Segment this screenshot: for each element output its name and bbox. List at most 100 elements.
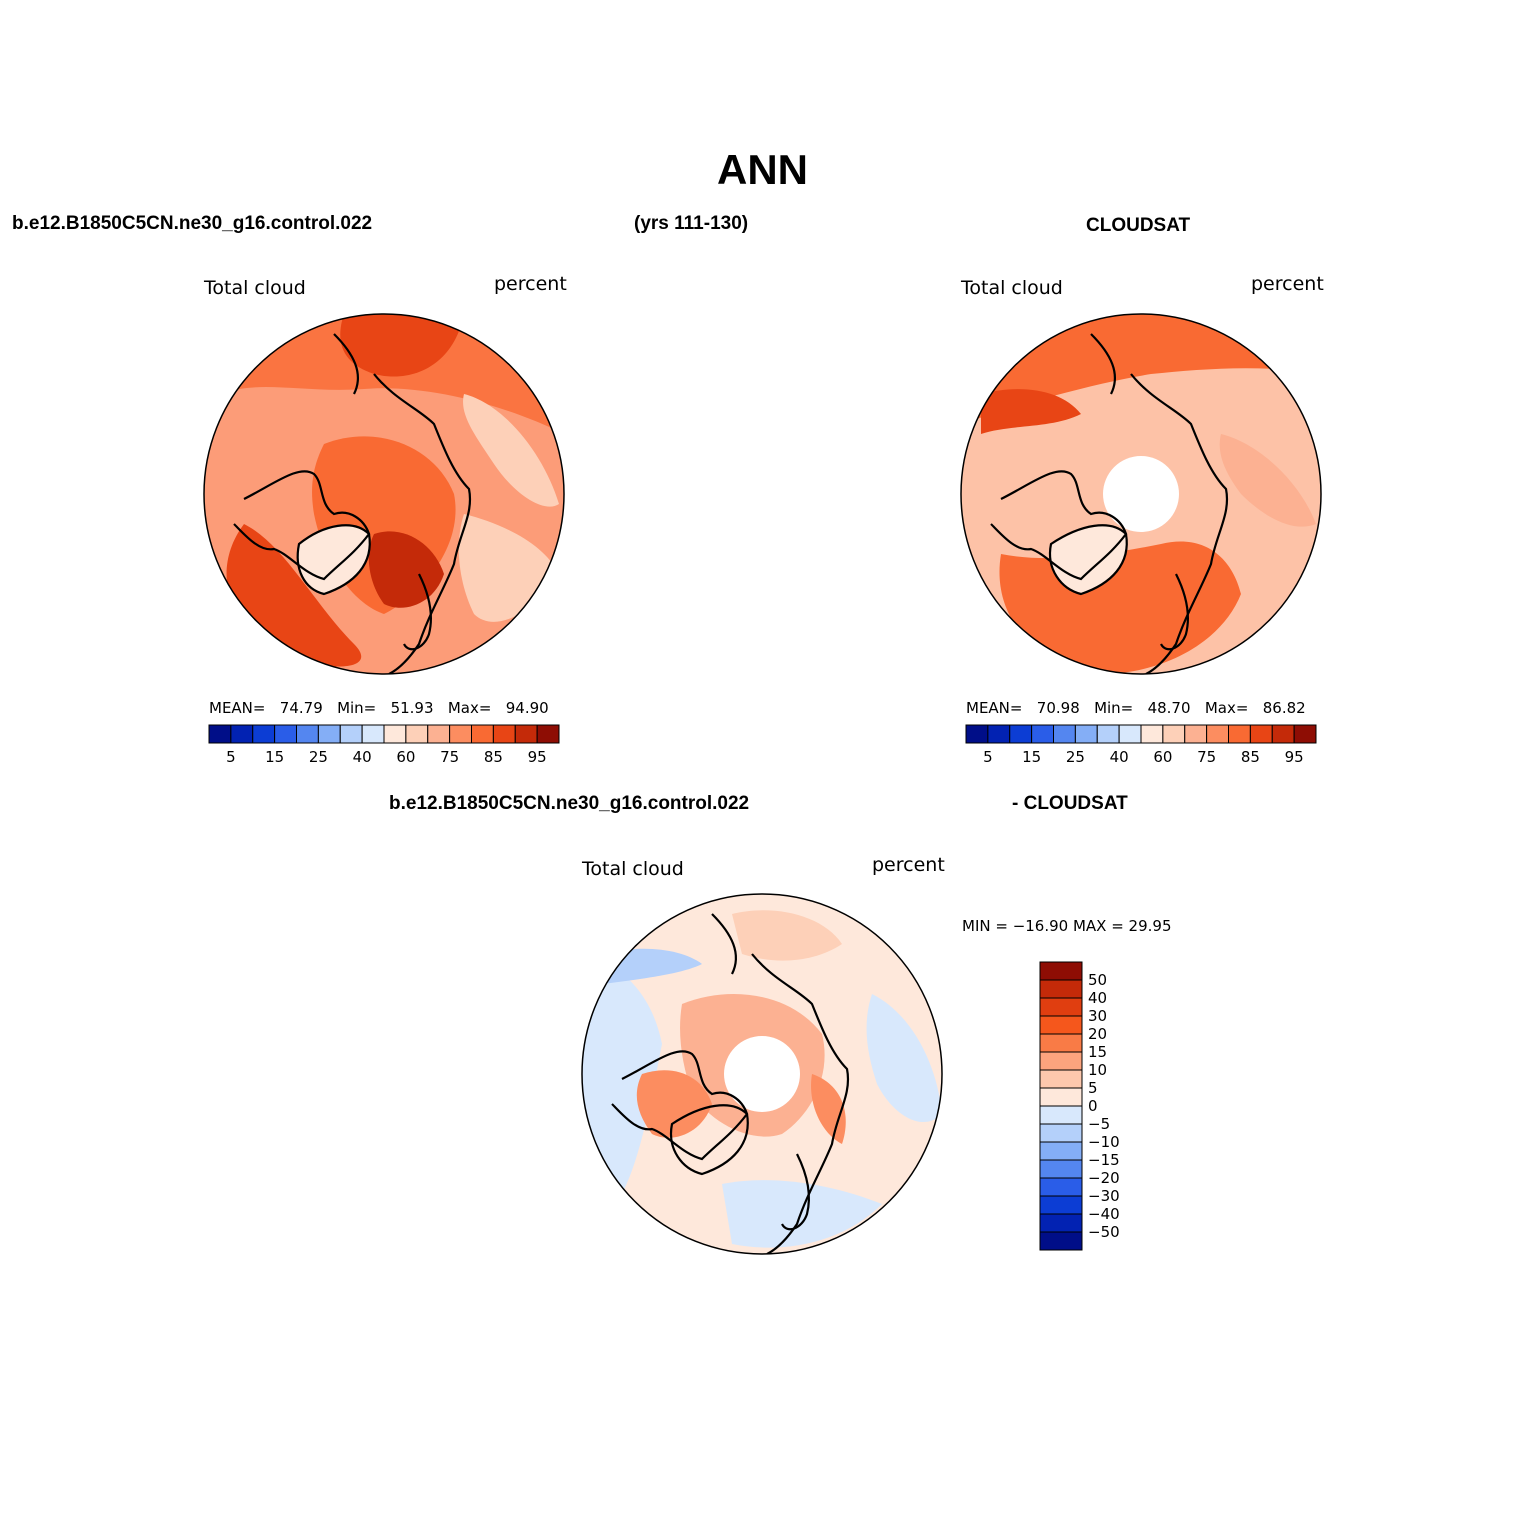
- obs-colorbar-swatch: [1162, 724, 1186, 744]
- obs-polar-map: [960, 313, 1322, 675]
- diff-colorbar-label: 10: [1088, 1061, 1108, 1079]
- diff-colorbar-swatch: [1039, 1177, 1083, 1197]
- obs-max-label: Max=: [1204, 699, 1249, 717]
- obs-coastline-eurasia: [1130, 373, 1229, 674]
- obs-colorbar-tick-label: 85: [1240, 748, 1260, 766]
- diff-colorbar-swatch: [1039, 1123, 1083, 1143]
- obs-colorbar-swatch: [987, 724, 1011, 744]
- obs-colorbar-tick-label: 15: [1022, 748, 1042, 766]
- model-colorbar-tick-label: 15: [265, 748, 285, 766]
- obs-units-label: percent: [1251, 273, 1324, 295]
- model-mean-value: 74.79: [279, 699, 323, 717]
- model-colorbar-tick-label: 85: [483, 748, 503, 766]
- diff-coastline-scandinavia: [781, 1153, 811, 1231]
- diff-colorbar-label: 0: [1088, 1097, 1098, 1115]
- obs-map-outline: [960, 313, 1322, 675]
- diff-missing-data-pole: [724, 1036, 800, 1112]
- diff-colorbar-swatch: [1039, 997, 1083, 1017]
- diff-colorbar: [1039, 961, 1083, 1251]
- obs-min-label: Min=: [1094, 699, 1134, 717]
- model-colorbar-swatch: [274, 724, 297, 744]
- obs-band-aleutian: [981, 389, 1081, 434]
- obs-coastline-scandinavia: [1160, 573, 1190, 651]
- obs-colorbar-tick-label: 25: [1065, 748, 1085, 766]
- diff-colorbar-label: −5: [1088, 1115, 1111, 1133]
- model-coastline-eurasia: [373, 373, 472, 674]
- model-max-label: Max=: [447, 699, 492, 717]
- obs-header: CLOUDSAT: [1086, 215, 1191, 236]
- model-colorbar-swatch: [383, 724, 407, 744]
- diff-variable-label: Total cloud: [582, 858, 684, 880]
- model-band-north-pacific: [340, 314, 464, 377]
- model-colorbar-swatch: [208, 724, 232, 744]
- diff-colorbar-label: −50: [1088, 1223, 1120, 1241]
- model-colorbar-swatch: [405, 724, 429, 744]
- model-colorbar-tick-label: 75: [440, 748, 460, 766]
- diff-case-header: b.e12.B1850C5CN.ne30_g16.control.022: [389, 793, 750, 814]
- obs-colorbar-swatch: [1228, 724, 1251, 744]
- model-colorbar-swatch: [317, 724, 341, 744]
- diff-colorbar-label: 40: [1088, 989, 1108, 1007]
- obs-colorbar-swatch: [1271, 724, 1295, 744]
- obs-colorbar-swatch: [1009, 724, 1033, 744]
- model-colorbar-ticks: 5 15 25 40 60 75 85 95: [209, 748, 559, 768]
- obs-colorbar-swatch: [965, 724, 989, 744]
- diff-colorbar-label: 15: [1088, 1043, 1108, 1061]
- model-colorbar-swatch: [339, 724, 363, 744]
- obs-colorbar-swatch: [1031, 724, 1054, 744]
- model-colorbar-swatch: [471, 724, 494, 744]
- model-colorbar-swatch: [514, 724, 538, 744]
- model-colorbar: [208, 724, 560, 744]
- obs-colorbar-swatch: [1140, 724, 1164, 744]
- obs-colorbar-swatch: [1206, 724, 1229, 744]
- obs-colorbar-swatch: [1074, 724, 1098, 744]
- model-colorbar-swatch: [449, 724, 472, 744]
- obs-colorbar-swatch: [1184, 724, 1208, 744]
- obs-mean-value: 70.98: [1036, 699, 1080, 717]
- diff-coastline-alaska: [711, 913, 737, 975]
- diff-band-baffin-positive: [636, 1070, 712, 1138]
- diff-obs-header: - CLOUDSAT: [1012, 793, 1128, 814]
- model-units-label: percent: [494, 273, 567, 295]
- obs-coastline-alaska: [1090, 333, 1116, 395]
- diff-colorbar-label: −15: [1088, 1151, 1120, 1169]
- diff-colorbar-swatch: [1039, 961, 1083, 981]
- model-min-value: 51.93: [390, 699, 434, 717]
- diff-colorbar-label: −20: [1088, 1169, 1120, 1187]
- diff-colorbar-swatch: [1039, 1051, 1083, 1071]
- obs-colorbar-tick-label: 40: [1109, 748, 1129, 766]
- obs-colorbar-swatch: [1249, 724, 1273, 744]
- model-colorbar-swatch: [492, 724, 516, 744]
- obs-stats: MEAN= 70.98 Min= 48.70 Max= 86.82: [966, 699, 1306, 717]
- model-colorbar-tick-label: 40: [352, 748, 372, 766]
- model-max-value: 94.90: [505, 699, 549, 717]
- model-colorbar-swatch: [230, 724, 254, 744]
- diff-band-west-negative: [582, 954, 662, 1194]
- diff-band-east-negative: [866, 994, 942, 1123]
- diff-colorbar-swatch: [1039, 1105, 1083, 1125]
- obs-mean-label: MEAN=: [966, 699, 1023, 717]
- obs-colorbar-tick-label: 95: [1284, 748, 1304, 766]
- obs-colorbar: [965, 724, 1317, 744]
- model-colorbar-tick-label: 60: [396, 748, 416, 766]
- model-colorbar-swatch: [361, 724, 385, 744]
- obs-colorbar-swatch: [1118, 724, 1142, 744]
- diff-colorbar-swatch: [1039, 1141, 1083, 1161]
- obs-min-value: 48.70: [1147, 699, 1191, 717]
- diff-band-south-negative: [722, 1180, 882, 1248]
- diff-colorbar-label: 30: [1088, 1007, 1108, 1025]
- years-header: (yrs 111-130): [634, 213, 749, 234]
- diff-colorbar-label: 20: [1088, 1025, 1108, 1043]
- model-coastline-alaska: [333, 333, 359, 395]
- obs-max-value: 86.82: [1262, 699, 1306, 717]
- model-map-outline: [203, 313, 565, 675]
- obs-variable-label: Total cloud: [961, 277, 1063, 299]
- obs-band-eurasia: [1219, 434, 1316, 527]
- model-mean-label: MEAN=: [209, 699, 266, 717]
- diff-coastline-greenland: [669, 1104, 749, 1176]
- diff-colorbar-label: −10: [1088, 1133, 1120, 1151]
- diff-map-outline: [581, 893, 943, 1255]
- diff-minmax: MIN = −16.90 MAX = 29.95: [962, 917, 1172, 935]
- model-band-siberia: [463, 394, 559, 507]
- case-name-header: b.e12.B1850C5CN.ne30_g16.control.022: [12, 213, 373, 234]
